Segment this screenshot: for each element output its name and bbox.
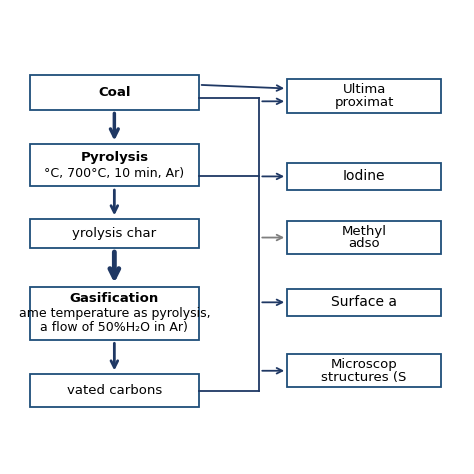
Text: Microscop: Microscop — [331, 358, 398, 371]
Text: Iodine: Iodine — [343, 169, 385, 183]
Text: yrolysis char: yrolysis char — [73, 228, 156, 240]
Text: vated carbons: vated carbons — [67, 384, 162, 397]
FancyBboxPatch shape — [287, 289, 441, 316]
Text: ame temperature as pyrolysis,: ame temperature as pyrolysis, — [18, 307, 210, 320]
FancyBboxPatch shape — [287, 355, 441, 387]
FancyBboxPatch shape — [30, 145, 199, 186]
FancyBboxPatch shape — [30, 287, 199, 340]
Text: Ultima: Ultima — [342, 83, 386, 96]
FancyBboxPatch shape — [287, 79, 441, 113]
Text: structures (S: structures (S — [321, 371, 407, 383]
Text: adso: adso — [348, 237, 380, 250]
Text: Gasification: Gasification — [70, 292, 159, 305]
Text: a flow of 50%H₂O in Ar): a flow of 50%H₂O in Ar) — [40, 321, 188, 334]
FancyBboxPatch shape — [30, 75, 199, 110]
Text: Pyrolysis: Pyrolysis — [80, 151, 148, 164]
Text: proximat: proximat — [335, 96, 394, 109]
FancyBboxPatch shape — [30, 374, 199, 407]
FancyBboxPatch shape — [287, 163, 441, 190]
Text: Surface a: Surface a — [331, 295, 397, 310]
Text: °C, 700°C, 10 min, Ar): °C, 700°C, 10 min, Ar) — [44, 167, 184, 180]
Text: Coal: Coal — [98, 86, 131, 99]
FancyBboxPatch shape — [30, 219, 199, 248]
Text: Methyl: Methyl — [342, 225, 387, 237]
FancyBboxPatch shape — [287, 221, 441, 254]
